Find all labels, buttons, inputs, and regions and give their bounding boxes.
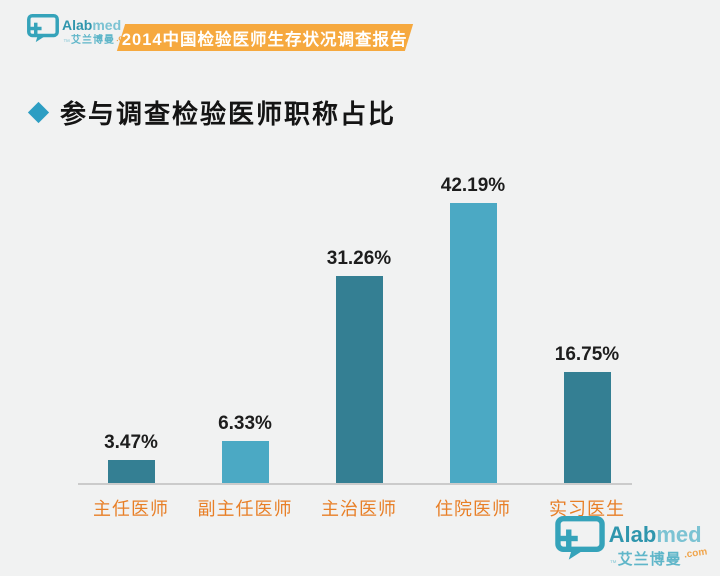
alabmed-bubble-icon: [27, 14, 59, 43]
bar: [449, 203, 497, 483]
brand-chinese: 艾兰博曼: [71, 35, 115, 46]
alabmed-bubble-icon: [554, 516, 605, 560]
bar: [221, 441, 269, 483]
report-banner: 2014中国检验医师生存状况调查报告: [116, 24, 414, 51]
category-label: 住院医师: [435, 499, 511, 519]
category-label: 副主任医师: [197, 499, 293, 519]
diamond-bullet-icon: [27, 101, 50, 124]
bar: [563, 372, 611, 483]
value-label: 42.19%: [440, 175, 506, 196]
trademark-symbol: ™: [609, 560, 617, 567]
section-title: 参与调查检验医师职称占比: [27, 94, 397, 131]
report-banner-text: 2014中国检验医师生存状况调查报告: [122, 30, 408, 49]
alabmed-wordmark: Alabmed ™ 艾兰博曼 .com: [608, 522, 708, 568]
brand-domain: .com: [682, 546, 708, 561]
bar-column: 42.19%: [416, 175, 530, 483]
bar-column: 16.75%: [530, 344, 644, 483]
alabmed-logo-bottom: Alabmed ™ 艾兰博曼 .com: [554, 516, 708, 568]
brand-text: Alabmed: [62, 17, 122, 33]
bar-chart-plot: 3.47% 6.33% 31.26% 42.19% 16.75%: [74, 172, 644, 483]
value-label: 3.47%: [104, 432, 158, 453]
alabmed-logo-top: Alabmed ™ 艾兰博曼 .com: [27, 14, 135, 46]
trademark-symbol: ™: [63, 39, 70, 46]
x-axis-category-row: 主任医师 副主任医师 主治医师 住院医师 实习医生: [74, 495, 644, 521]
bar-column: 3.47%: [74, 432, 188, 483]
value-label: 16.75%: [554, 344, 620, 365]
bar-column: 6.33%: [188, 413, 302, 483]
brand-text: Alabmed: [608, 522, 702, 547]
bar: [335, 276, 383, 483]
category-label: 主治医师: [321, 499, 397, 519]
value-label: 31.26%: [326, 248, 392, 269]
x-axis-line: [78, 483, 632, 485]
category-label: 实习医生: [549, 499, 625, 519]
bar: [107, 460, 155, 483]
alabmed-wordmark: Alabmed ™ 艾兰博曼 .com: [62, 18, 135, 46]
value-label: 6.33%: [218, 413, 272, 434]
category-label: 主任医师: [93, 499, 169, 519]
brand-chinese: 艾兰博曼: [617, 551, 682, 568]
chart-title: 参与调查检验医师职称占比: [60, 99, 397, 129]
bar-column: 31.26%: [302, 248, 416, 483]
